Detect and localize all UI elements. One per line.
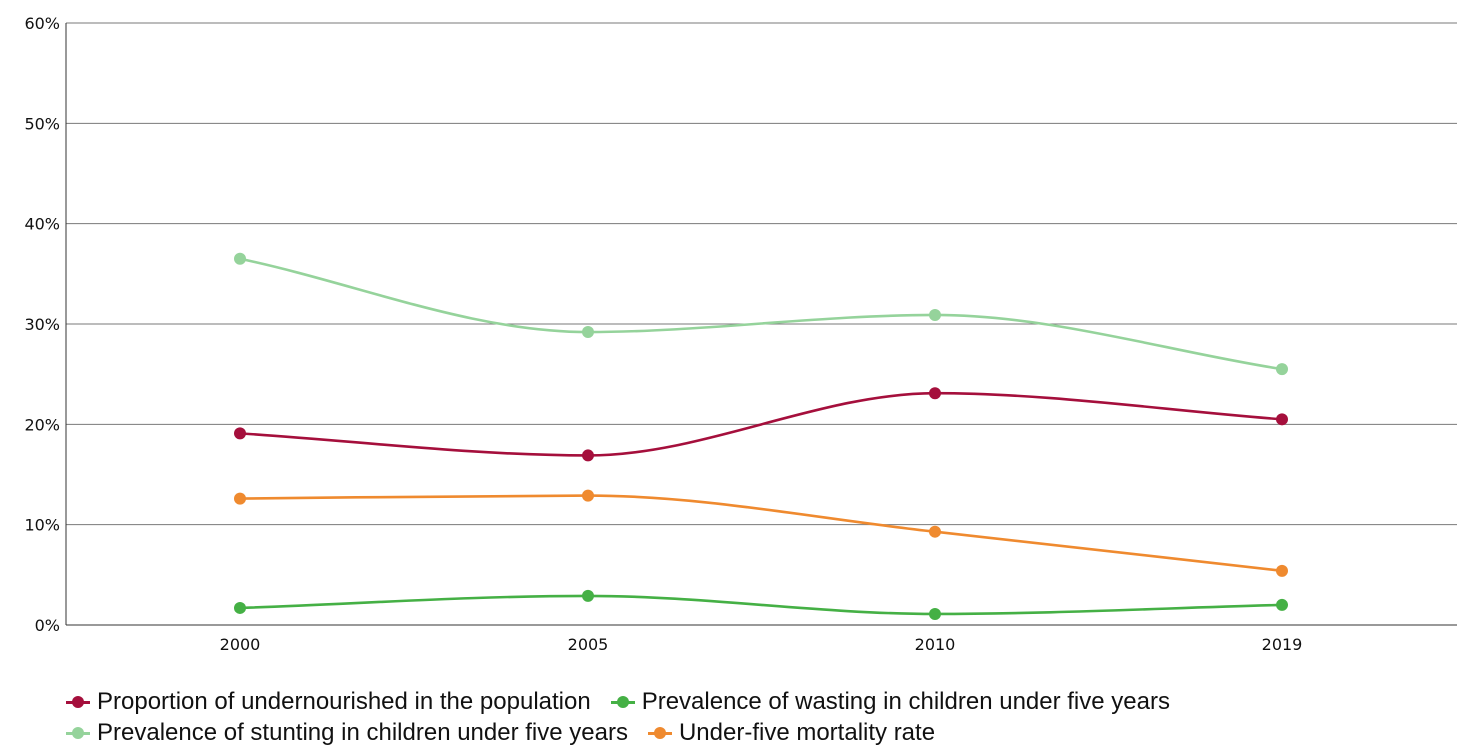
data-point-undernourished[interactable] [582,449,594,462]
legend-swatch-wasting [610,695,635,708]
legend-label-under-five-mortality: Under-five mortality rate [678,718,936,746]
legend-row-1: Proportion of undernourished in the popu… [66,686,1446,717]
data-point-undernourished[interactable] [929,387,941,400]
data-point-undernourished[interactable] [234,427,246,440]
data-point-undernourished[interactable] [1276,413,1288,426]
y-gridlines [66,22,1457,526]
y-tick-label: 10% [24,516,60,535]
legend-label-wasting: Prevalence of wasting in children under … [641,687,1170,715]
data-point-wasting[interactable] [1276,598,1288,611]
data-point-under-five-mortality[interactable] [234,492,246,505]
series-line-under-five-mortality [238,494,1284,573]
data-point-under-five-mortality[interactable] [929,525,941,538]
x-tick-label: 2019 [1262,635,1303,654]
x-tick-label: 2005 [568,635,609,654]
legend-item-undernourished: Proportion of undernourished in the popu… [66,688,591,716]
data-point-wasting[interactable] [929,607,941,620]
legend-item-wasting: Prevalence of wasting in children under … [610,687,1170,716]
x-axis-tick-labels: 2000 2005 2010 2019 [220,635,1303,654]
y-tick-label: 40% [24,215,60,234]
data-point-stunting[interactable] [1276,363,1288,376]
legend-row-2: Prevalence of stunting in children under… [66,717,1446,748]
legend-label-stunting: Prevalence of stunting in children under… [97,718,628,746]
data-point-under-five-mortality[interactable] [582,489,594,502]
y-tick-label: 20% [24,415,60,434]
axes [65,23,1457,626]
series-line-stunting [238,257,1284,371]
data-point-under-five-mortality[interactable] [1276,564,1288,577]
legend-swatch-undernourished [66,695,90,708]
series-line-undernourished [238,391,1284,457]
legend-label-undernourished: Proportion of undernourished in the popu… [97,687,591,715]
x-tick-label: 2000 [220,635,261,654]
y-tick-label: 0% [35,616,60,635]
legend-item-under-five-mortality: Under-five mortality rate [647,718,936,747]
data-point-wasting[interactable] [234,601,246,614]
data-point-stunting[interactable] [234,252,246,265]
data-point-stunting[interactable] [929,308,941,321]
y-tick-label: 50% [24,114,60,133]
data-point-wasting[interactable] [582,589,594,602]
series-points [234,252,1288,620]
legend-swatch-stunting [66,726,90,739]
y-axis-tick-labels: 0% 10% 20% 30% 40% 50% 60% [24,14,60,635]
series-line-wasting [238,594,1284,616]
x-tick-label: 2010 [915,635,956,654]
data-point-stunting[interactable] [582,326,594,339]
legend-swatch-under-five-mortality [647,726,672,739]
y-tick-label: 30% [24,315,60,334]
line-chart: 0% 10% 20% 30% 40% 50% 60% 2000 2005 2010 2019 [24,14,1457,654]
legend-item-stunting: Prevalence of stunting in children under… [66,719,628,747]
y-tick-label: 60% [24,14,60,33]
series-lines [238,257,1284,616]
chart-legend: Proportion of undernourished in the popu… [66,686,1446,748]
